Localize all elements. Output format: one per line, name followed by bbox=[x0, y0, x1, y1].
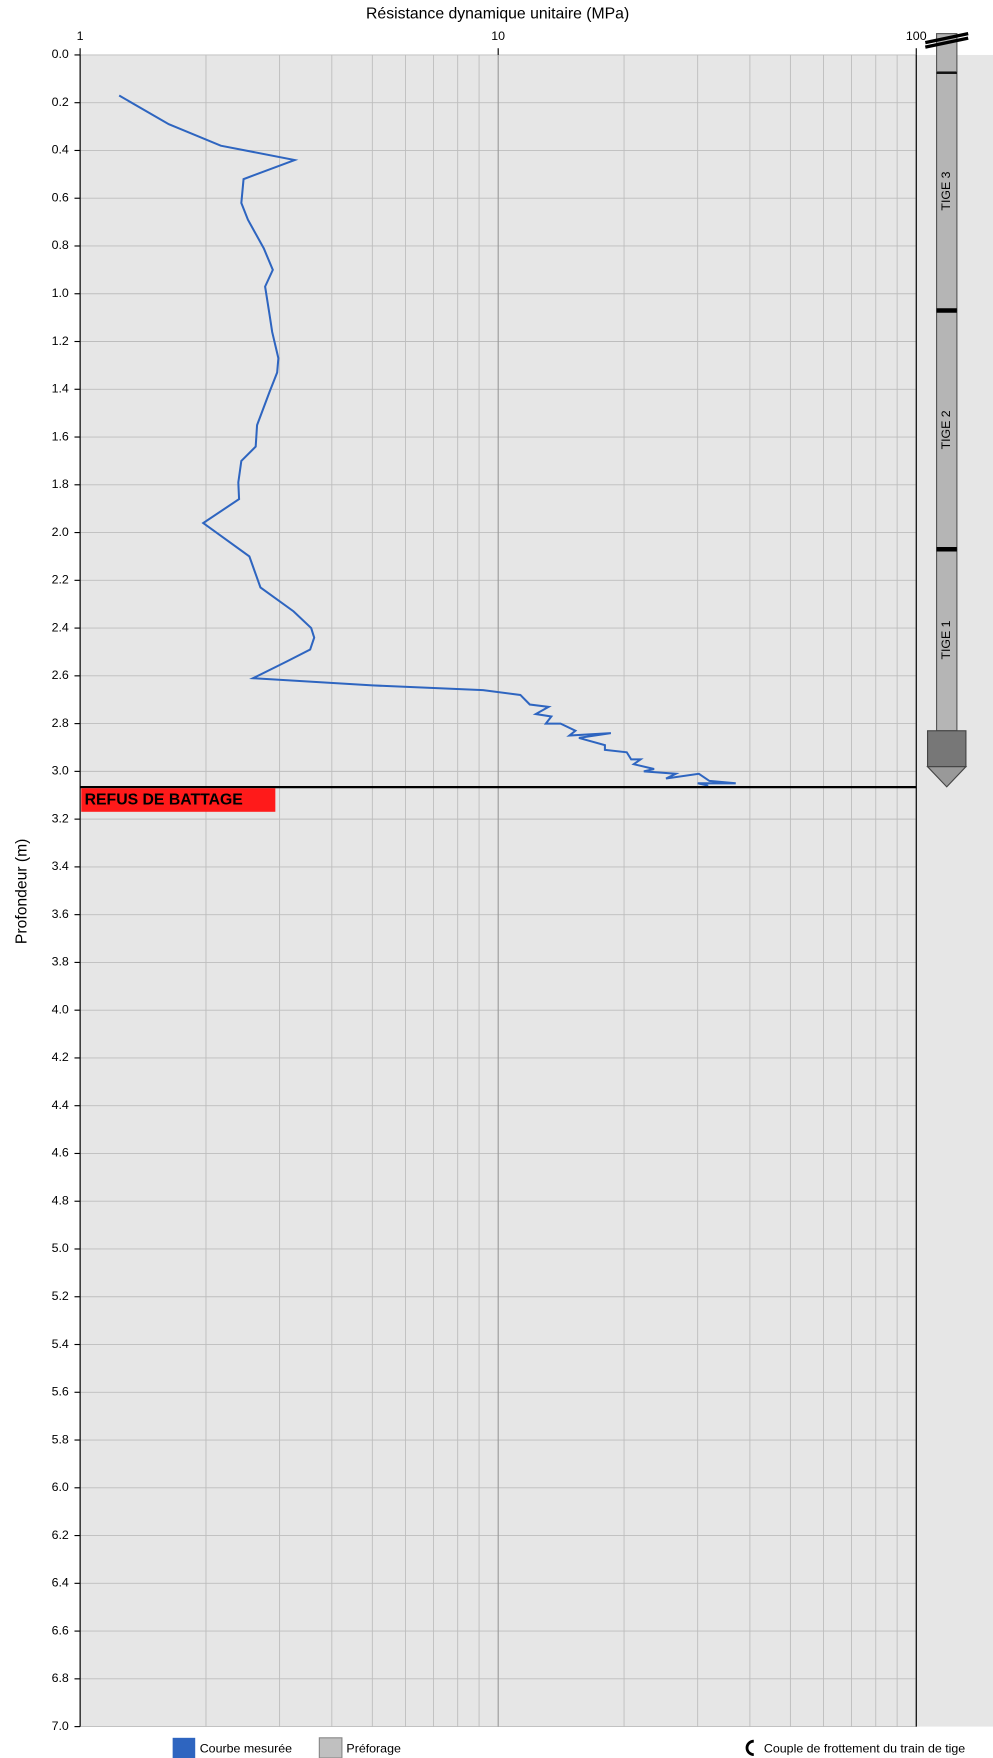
legend-label: Courbe mesurée bbox=[200, 1741, 292, 1755]
rod-label: TIGE 3 bbox=[939, 171, 953, 210]
y-tick-label: 3.0 bbox=[52, 764, 69, 778]
data-line bbox=[118, 94, 736, 787]
y-tick-label: 4.2 bbox=[52, 1050, 69, 1064]
y-tick-label: 1.4 bbox=[52, 382, 69, 396]
y-tick-label: 3.2 bbox=[52, 811, 69, 825]
rod-label: TIGE 1 bbox=[939, 620, 953, 659]
y-tick-label: 6.0 bbox=[52, 1480, 69, 1494]
y-tick-label: 2.8 bbox=[52, 716, 69, 730]
y-tick-label: 6.2 bbox=[52, 1528, 69, 1542]
cone-tip bbox=[926, 766, 968, 788]
y-tick-label: 0.2 bbox=[52, 95, 69, 109]
x-tick-label: 100 bbox=[906, 29, 927, 43]
y-tick-label: 5.4 bbox=[52, 1337, 69, 1351]
y-tick-label: 2.6 bbox=[52, 668, 69, 682]
y-tick-label: 4.4 bbox=[52, 1098, 69, 1112]
y-tick-label: 3.8 bbox=[52, 955, 69, 969]
y-tick-label: 1.8 bbox=[52, 477, 69, 491]
y-tick-label: 6.6 bbox=[52, 1623, 69, 1637]
y-tick-label: 1.2 bbox=[52, 334, 69, 348]
y-tick-label: 2.0 bbox=[52, 525, 69, 539]
y-tick-label: 5.0 bbox=[52, 1241, 69, 1255]
refusal-label-bg bbox=[81, 788, 276, 812]
refusal-label: REFUS DE BATTAGE bbox=[85, 792, 243, 809]
y-tick-label: 1.0 bbox=[52, 286, 69, 300]
x-tick-label: 1 bbox=[77, 29, 84, 43]
y-tick-label: 6.4 bbox=[52, 1576, 69, 1590]
x-tick-label: 10 bbox=[491, 29, 505, 43]
legend-swatch bbox=[172, 1737, 196, 1758]
y-tick-label: 3.4 bbox=[52, 859, 69, 873]
legend-icon bbox=[745, 1739, 754, 1757]
y-tick-label: 6.8 bbox=[52, 1671, 69, 1685]
y-tick-label: 2.4 bbox=[52, 620, 69, 634]
y-tick-label: 4.0 bbox=[52, 1002, 69, 1016]
y-tick-label: 0.4 bbox=[52, 143, 69, 157]
y-tick-label: 0.0 bbox=[52, 47, 69, 61]
rod-top-mark bbox=[924, 31, 969, 49]
cone-body bbox=[926, 730, 967, 768]
legend-label: Couple de frottement du train de tige bbox=[764, 1741, 965, 1755]
y-tick-label: 7.0 bbox=[52, 1719, 69, 1733]
y-tick-label: 4.6 bbox=[52, 1146, 69, 1160]
y-tick-label: 5.6 bbox=[52, 1385, 69, 1399]
y-tick-label: 2.2 bbox=[52, 573, 69, 587]
y-axis-title: Profondeur (m) bbox=[14, 839, 31, 944]
y-tick-label: 4.8 bbox=[52, 1194, 69, 1208]
y-tick-label: 5.2 bbox=[52, 1289, 69, 1303]
y-tick-label: 5.8 bbox=[52, 1432, 69, 1446]
y-tick-label: 0.6 bbox=[52, 191, 69, 205]
y-tick-label: 3.6 bbox=[52, 907, 69, 921]
y-tick-label: 0.8 bbox=[52, 238, 69, 252]
y-tick-label: 1.6 bbox=[52, 429, 69, 443]
legend-label: Préforage bbox=[346, 1741, 401, 1755]
rod-label: TIGE 2 bbox=[939, 410, 953, 449]
chart-title: Résistance dynamique unitaire (MPa) bbox=[366, 6, 629, 23]
legend-swatch bbox=[318, 1737, 343, 1758]
